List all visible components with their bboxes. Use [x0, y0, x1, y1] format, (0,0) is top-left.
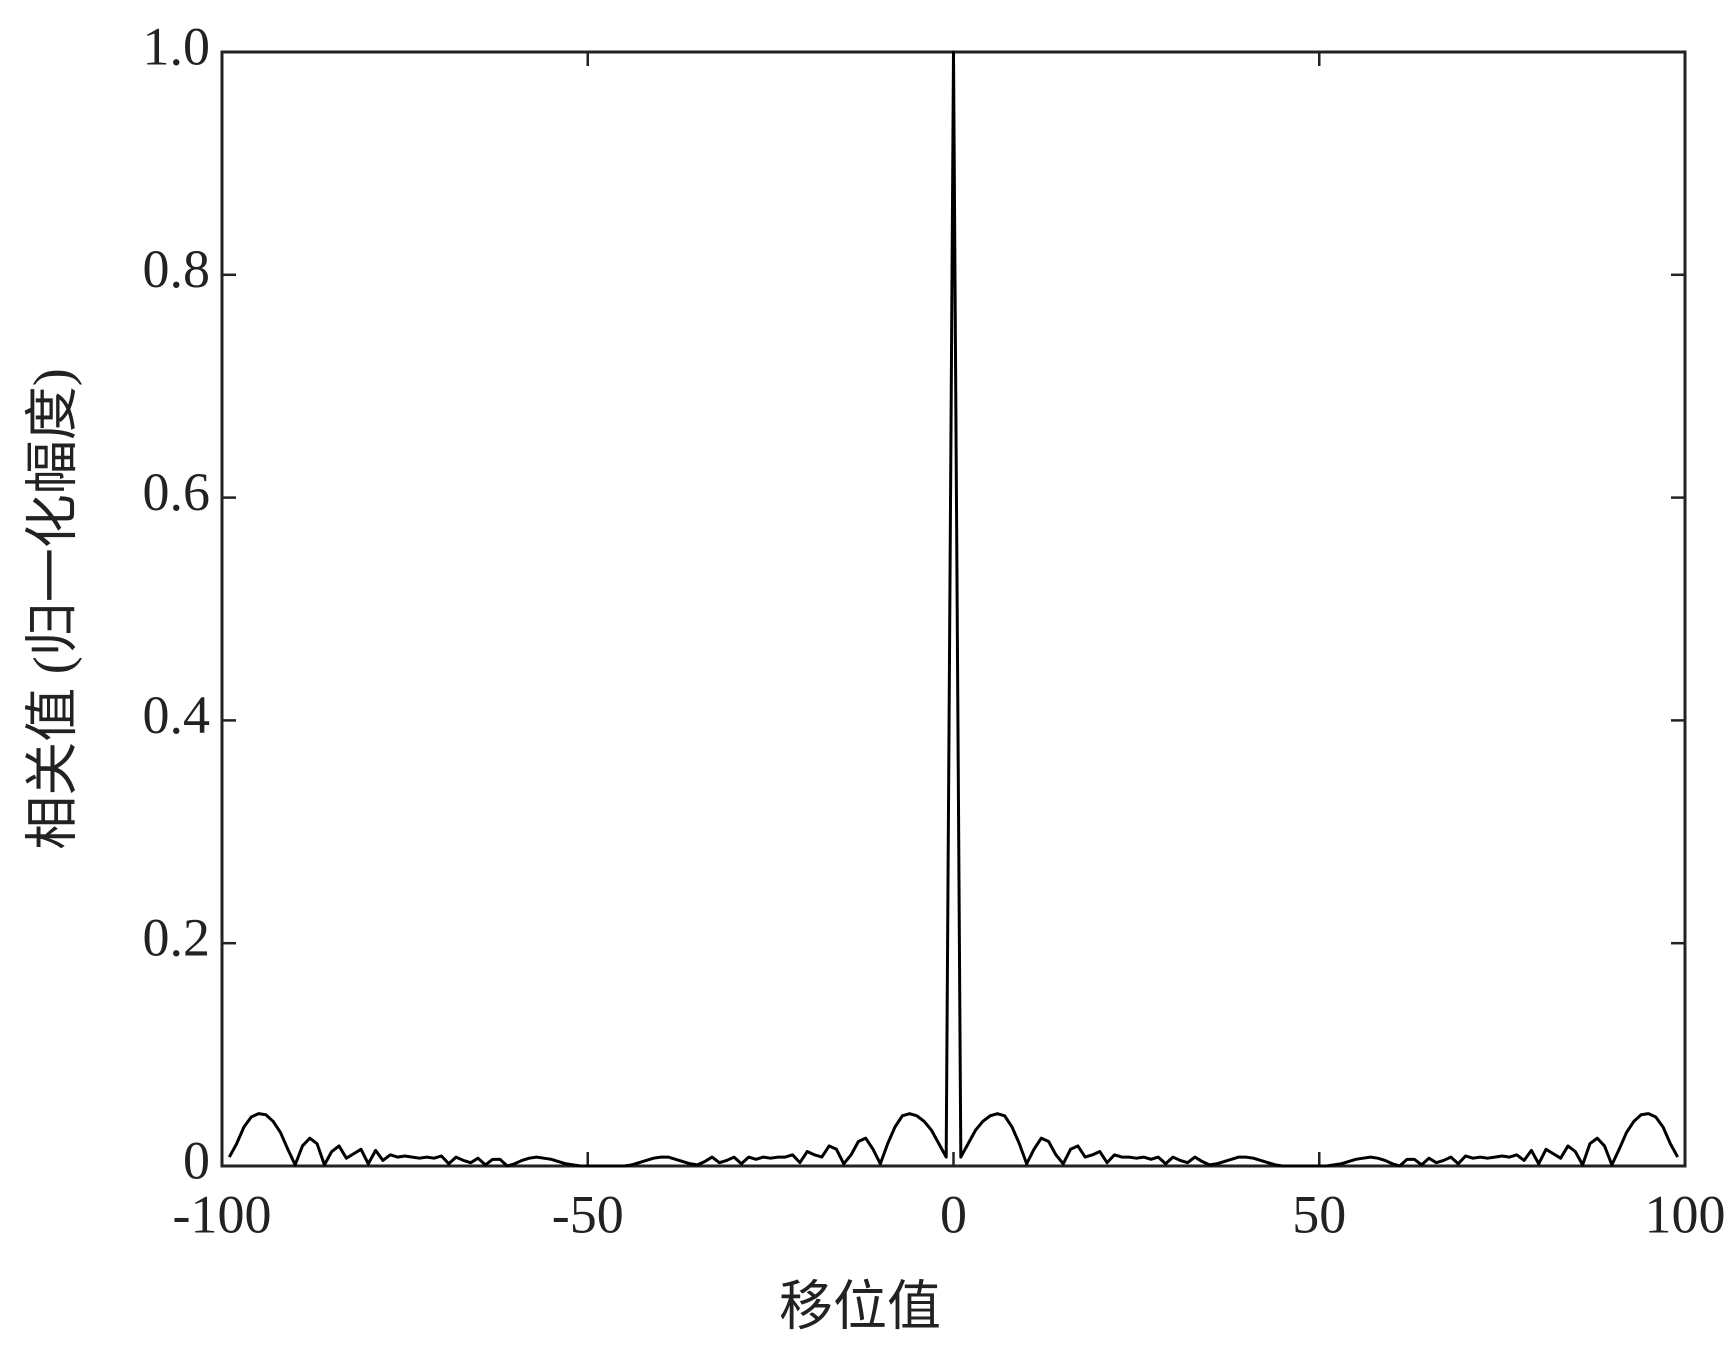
x-tick-label: -100 — [173, 1184, 272, 1244]
x-tick-label: 0 — [940, 1184, 967, 1244]
x-tick-label: 50 — [1292, 1184, 1346, 1244]
y-tick-label: 0 — [183, 1130, 210, 1190]
x-tick-label: 100 — [1645, 1184, 1726, 1244]
y-axis-label: 相关值 (归一化幅度) — [22, 368, 82, 849]
y-tick-label: 0.2 — [143, 908, 211, 968]
data-line — [227, 50, 1680, 1168]
y-tick-label: 0.8 — [143, 239, 211, 299]
y-tick-label: 0.4 — [143, 685, 211, 745]
x-axis-label: 移位值 — [779, 1276, 941, 1336]
x-tick-label: -50 — [552, 1184, 624, 1244]
y-tick-label: 0.6 — [143, 462, 211, 522]
y-tick-label: 1.0 — [143, 16, 211, 76]
